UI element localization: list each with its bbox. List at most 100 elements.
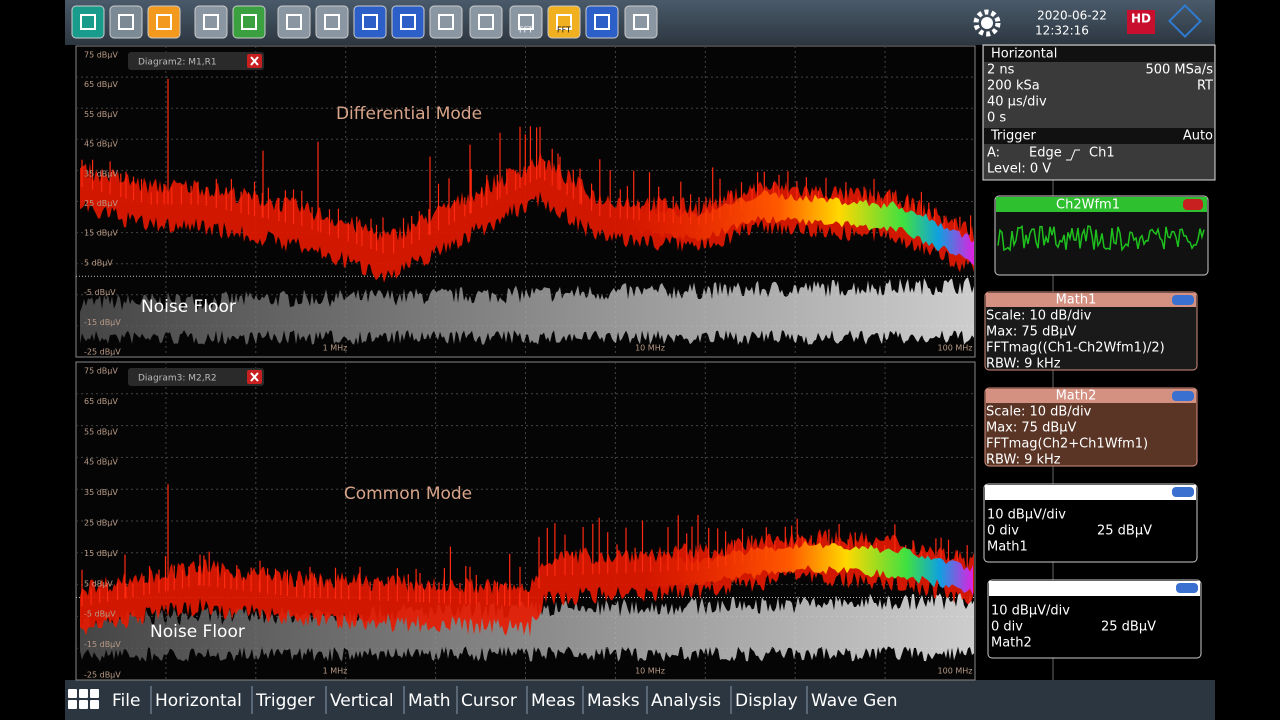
math-line: Max: 75 dBµV bbox=[986, 325, 1077, 340]
horizontal-time-scale: 40 µs/div bbox=[987, 95, 1047, 110]
toolbar-button[interactable] bbox=[585, 5, 619, 39]
y-axis-label: -25 dBµV bbox=[84, 671, 121, 680]
toolbar-button[interactable] bbox=[353, 5, 387, 39]
toolbar-glyph bbox=[438, 14, 454, 30]
menu-item[interactable]: Meas bbox=[531, 691, 576, 711]
menu-item[interactable]: File bbox=[112, 691, 140, 711]
diagram: 75 dBµV 65 dBµV 55 dBµV 45 dBµV 35 dBµV 25 dB… bbox=[75, 361, 976, 681]
close-glyph bbox=[250, 372, 259, 382]
y-axis-label: 45 dBµV bbox=[84, 140, 118, 149]
math-header bbox=[986, 389, 1196, 403]
menu-bar bbox=[65, 680, 1215, 720]
trigger-title: Trigger bbox=[990, 129, 1036, 144]
toolbar-button[interactable] bbox=[391, 5, 425, 39]
menu-item[interactable]: Vertical bbox=[330, 691, 394, 711]
math-line: Max: 75 dBµV bbox=[986, 421, 1077, 436]
math-header bbox=[986, 293, 1196, 307]
toolbar-glyph bbox=[203, 14, 219, 30]
toolbar-button[interactable] bbox=[429, 5, 463, 39]
toolbar-glyph bbox=[156, 14, 172, 30]
toolbar-glyph bbox=[241, 14, 257, 30]
math-line: RBW: 9 kHz bbox=[986, 453, 1061, 468]
edge-icon bbox=[1066, 149, 1080, 161]
trigger-source-label: A: bbox=[987, 146, 1000, 161]
menu-item[interactable]: Wave Gen bbox=[811, 691, 897, 711]
menu-grid-icon[interactable] bbox=[90, 689, 99, 698]
horizontal-sample-rate: 500 MSa/s bbox=[1145, 63, 1213, 78]
menu-item[interactable]: Horizontal bbox=[155, 691, 242, 711]
toolbar-button[interactable] bbox=[71, 5, 105, 39]
menu-item[interactable]: Masks bbox=[587, 691, 640, 711]
logo bbox=[1168, 4, 1202, 38]
spectrum-spikes bbox=[81, 78, 972, 254]
collapse-button[interactable] bbox=[1172, 487, 1194, 497]
toolbar-button[interactable] bbox=[194, 5, 228, 39]
horizontal-resolution: 2 ns bbox=[987, 63, 1015, 78]
thumb-close[interactable] bbox=[1183, 199, 1203, 210]
diagram-tab[interactable] bbox=[128, 368, 264, 386]
collapse-button[interactable] bbox=[1172, 295, 1194, 305]
ref-header bbox=[989, 581, 1200, 596]
toolbar-button[interactable] bbox=[147, 5, 181, 39]
y-axis-label: 65 dBµV bbox=[84, 80, 118, 89]
toolbar-glyph bbox=[633, 14, 649, 30]
ref-header bbox=[985, 485, 1196, 500]
menu-grid-icon[interactable] bbox=[90, 700, 99, 709]
ref-level: 25 dBµV bbox=[1101, 620, 1156, 635]
x-axis-label: 100 MHz bbox=[938, 344, 973, 353]
close-glyph bbox=[250, 56, 259, 66]
ref-panel[interactable] bbox=[987, 579, 1202, 659]
toolbar-button[interactable] bbox=[277, 5, 311, 39]
trigger-mode: Auto bbox=[1183, 129, 1213, 144]
math-panel[interactable] bbox=[984, 387, 1198, 467]
settings-icon[interactable] bbox=[973, 9, 1001, 37]
toolbar-glyph bbox=[286, 14, 302, 30]
toolbar-button[interactable] bbox=[232, 5, 266, 39]
toolbar-icons: FFT FFT bbox=[71, 5, 658, 39]
math-line: RBW: 9 kHz bbox=[986, 357, 1061, 372]
thumb-trace bbox=[997, 224, 1205, 252]
menu-item[interactable]: Analysis bbox=[651, 691, 721, 711]
y-axis-label: -15 dBµV bbox=[84, 318, 121, 327]
y-axis-label: 65 dBµV bbox=[84, 397, 118, 406]
math-panel[interactable] bbox=[984, 291, 1198, 371]
toolbar-button[interactable] bbox=[315, 5, 349, 39]
thumb-title: Ch2Wfm1 bbox=[1056, 198, 1120, 213]
collapse-button[interactable] bbox=[1172, 391, 1194, 401]
horizontal-record-length: 200 kSa bbox=[987, 79, 1040, 94]
math-line: FFTmag(Ch2+Ch1Wfm1) bbox=[986, 437, 1148, 452]
menu-grid-icon[interactable] bbox=[68, 689, 77, 698]
menu-item[interactable]: Display bbox=[735, 691, 798, 711]
noise-floor-label: Noise Floor bbox=[150, 622, 245, 642]
menu-grid-icon[interactable] bbox=[68, 700, 77, 709]
menu-grid-icon[interactable] bbox=[79, 689, 88, 698]
horizontal-position: 0 s bbox=[987, 111, 1006, 126]
ref-level: 25 dBµV bbox=[1097, 524, 1152, 539]
math-line: FFTmag((Ch1-Ch2Wfm1)/2) bbox=[986, 341, 1165, 356]
ref-source: Math2 bbox=[991, 636, 1032, 651]
ref-offset: 0 div bbox=[991, 620, 1023, 635]
ref-scale: 10 dBµV/div bbox=[987, 508, 1066, 523]
menu-item[interactable]: Trigger bbox=[255, 691, 315, 711]
menu-item[interactable]: Math bbox=[408, 691, 451, 711]
y-axis-label: 15 dBµV bbox=[84, 549, 118, 558]
x-axis-label: 10 MHz bbox=[635, 344, 665, 353]
diagram-tab[interactable] bbox=[128, 52, 264, 70]
menu-item[interactable]: Cursor bbox=[461, 691, 517, 711]
collapse-button[interactable] bbox=[1176, 583, 1198, 593]
trigger-header bbox=[984, 128, 1214, 144]
y-axis-label: 55 dBµV bbox=[84, 110, 118, 119]
toolbar-glyph bbox=[478, 14, 494, 30]
menu-grid-icon[interactable] bbox=[79, 700, 88, 709]
menu: File Horizontal Trigger Vertical Math Cursor M… bbox=[68, 686, 897, 714]
y-axis-label: 55 dBµV bbox=[84, 427, 118, 436]
toolbar-glyph bbox=[594, 14, 610, 30]
y-axis-label: -5 dBµV bbox=[84, 610, 116, 619]
toolbar-button[interactable] bbox=[624, 5, 658, 39]
toolbar-button[interactable] bbox=[469, 5, 503, 39]
ref-panel[interactable] bbox=[983, 483, 1198, 563]
toolbar-button[interactable] bbox=[109, 5, 143, 39]
horizontal-title: Horizontal bbox=[991, 47, 1057, 62]
